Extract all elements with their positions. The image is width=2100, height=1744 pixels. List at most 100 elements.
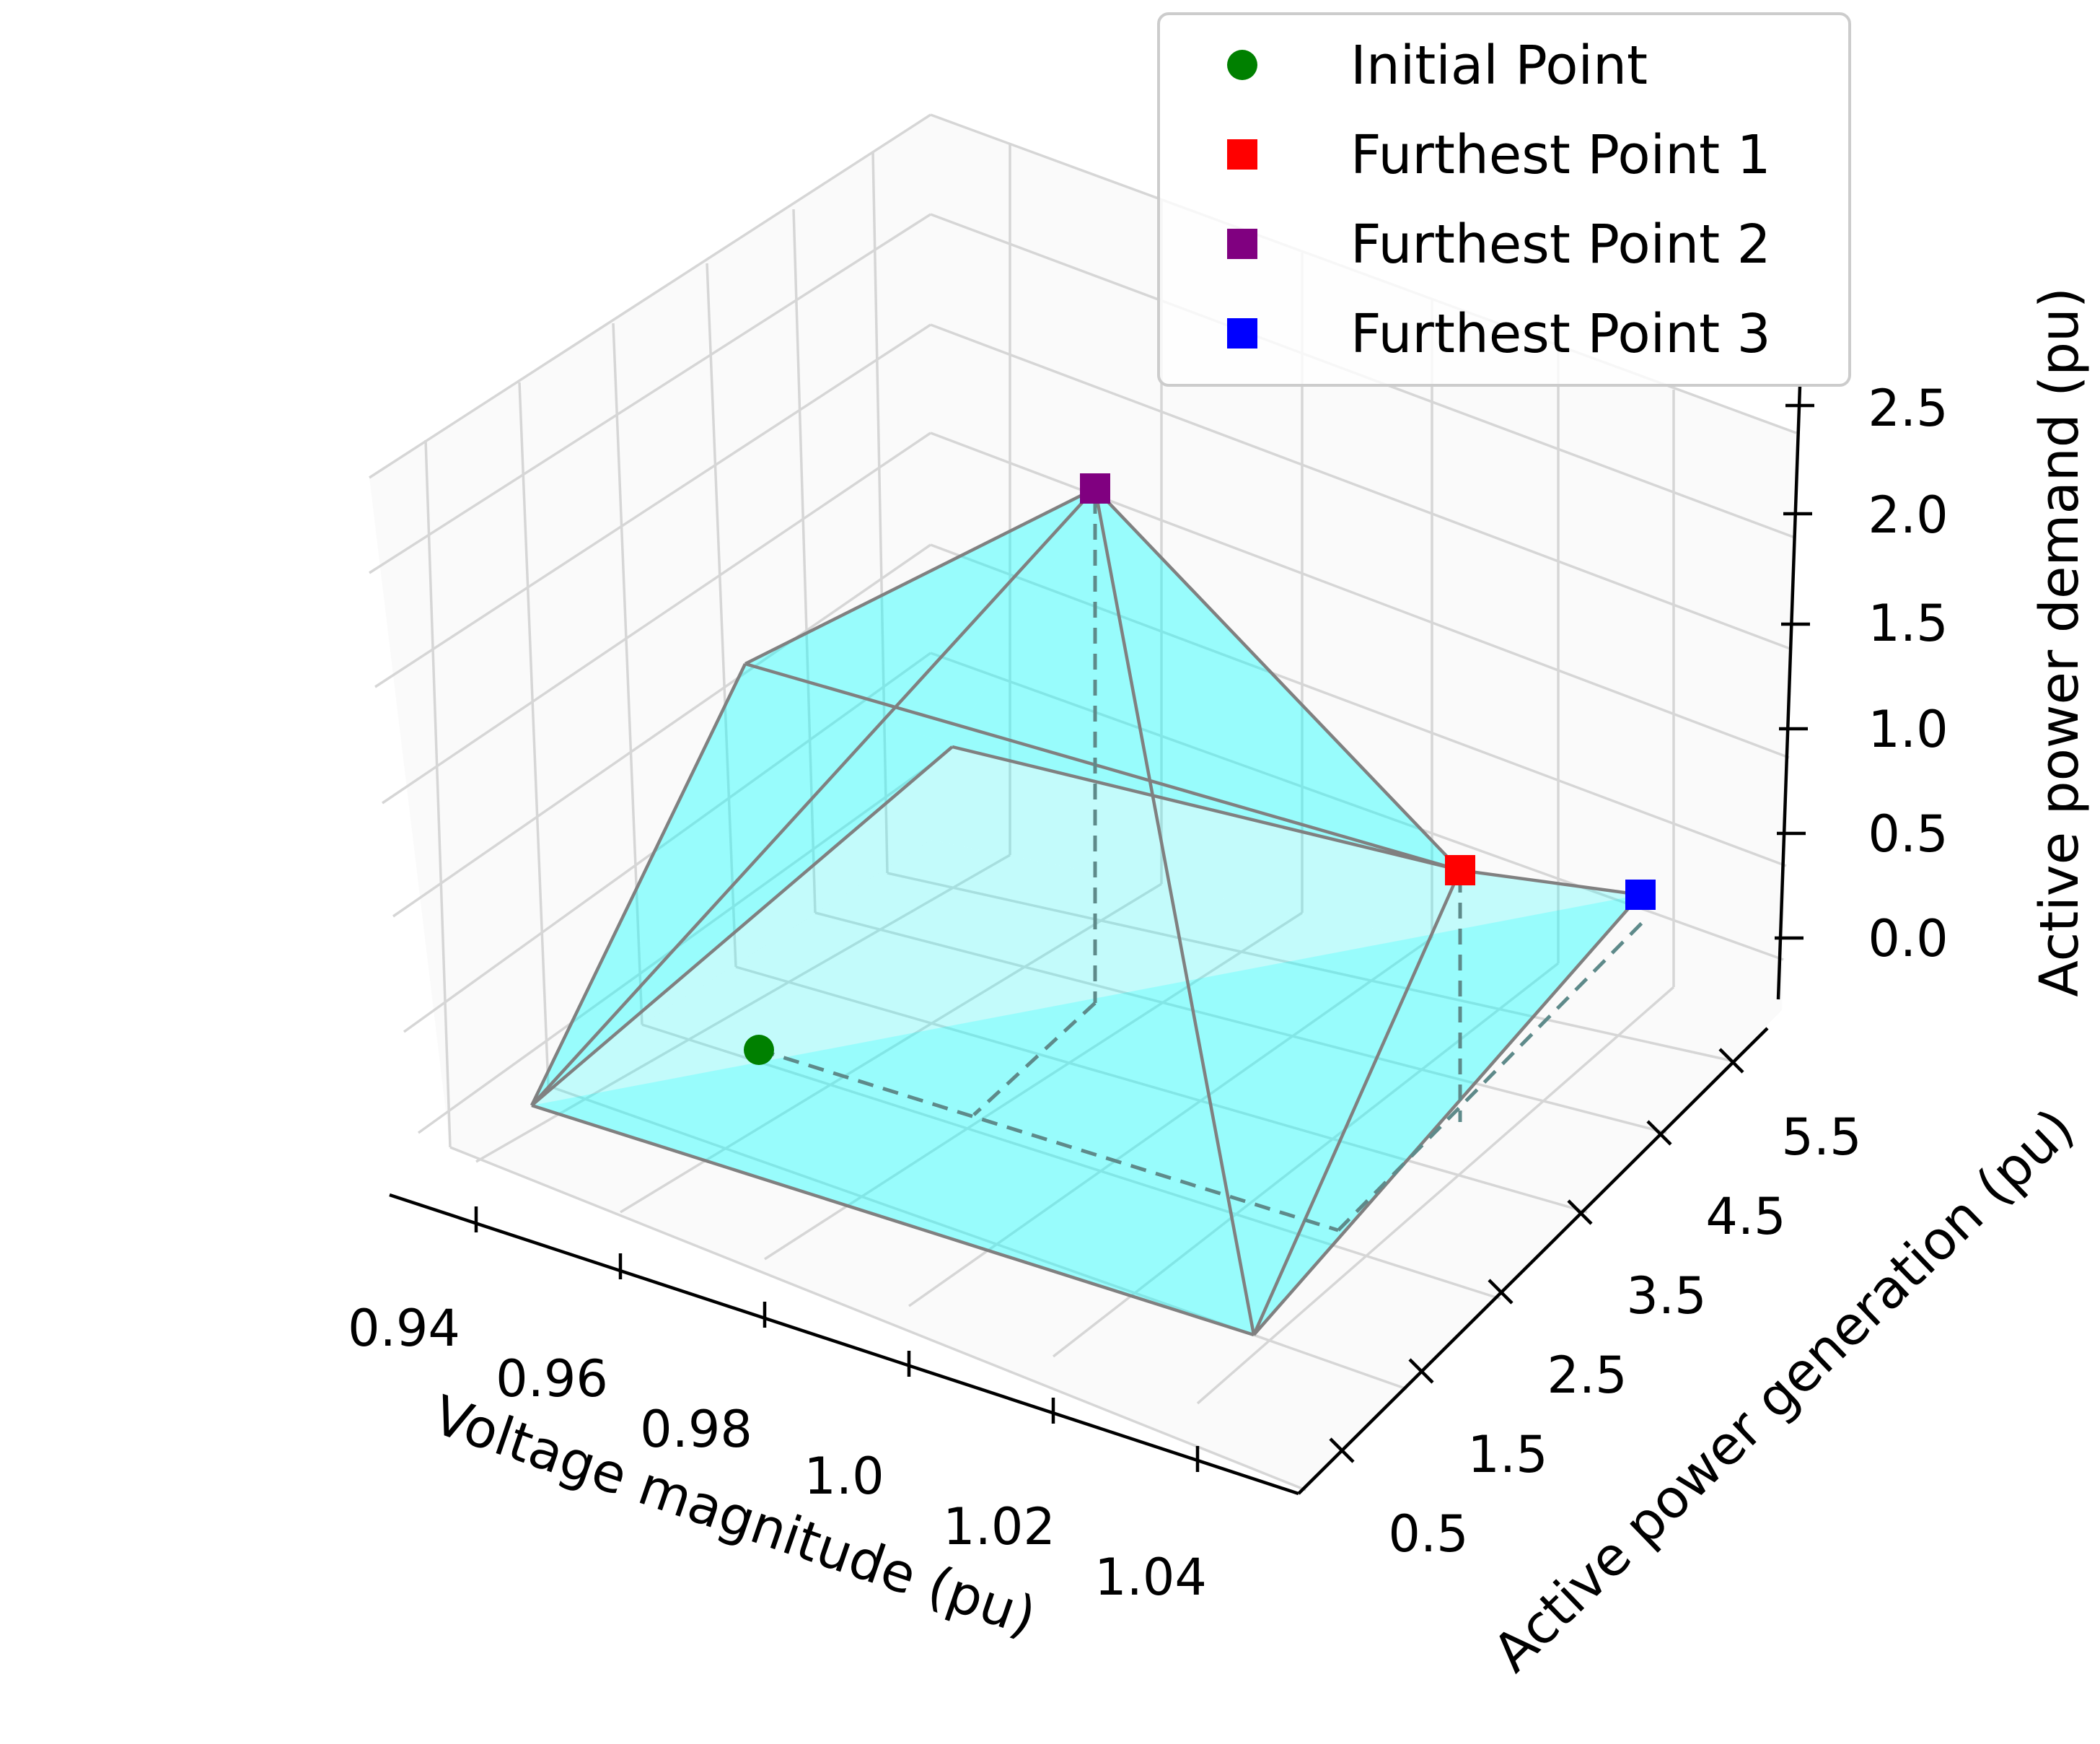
grid-line-left-v (518, 382, 550, 1087)
grid-line-floor-y (475, 854, 1011, 1163)
grid-line-floor-y (1196, 986, 1675, 1405)
y-tick-label: 2.5 (1547, 1346, 1627, 1405)
grid-line-floor-x (548, 1084, 1407, 1390)
z-tick-label: 2.5 (1868, 379, 1948, 438)
z-tick-label: 0.5 (1868, 805, 1948, 864)
legend: Initial Point Furthest Point 1 Furthest Po… (1157, 12, 1851, 387)
grid-line-floor-y (908, 937, 1433, 1307)
axis-lines (389, 385, 1802, 1496)
legend-marker-square (1227, 229, 1257, 259)
z-tick-label: 2.0 (1868, 486, 1948, 545)
grid-line-floor-x (814, 911, 1667, 1134)
y-tick (1646, 1120, 1672, 1146)
grid-line-left-v (424, 439, 452, 1148)
grid-line-back-h (930, 431, 1790, 759)
y-tick (1567, 1199, 1593, 1225)
hull-edge (530, 745, 954, 1107)
x-tick-label: 0.98 (640, 1400, 752, 1459)
grid-line-back-h (930, 323, 1793, 651)
left-pane (369, 115, 931, 1147)
y-tick-label: 1.5 (1467, 1425, 1547, 1484)
projection-line (1337, 919, 1646, 1232)
legend-box (1157, 12, 1851, 387)
z-axis-label: Active power demand (pu) (2029, 287, 2091, 997)
back-pane (931, 115, 1796, 1010)
legend-label: Furthest Point 2 (1350, 214, 1771, 276)
grid-line-floor-x (449, 1146, 1306, 1491)
grid-line-left-h (382, 431, 931, 805)
x-tick-label: 1.02 (943, 1497, 1055, 1556)
z-tick-label: 1.0 (1868, 700, 1948, 759)
grid-line-left-h (374, 323, 931, 688)
y-tick-label: 4.5 (1705, 1187, 1785, 1246)
grid-line-floor-x (735, 965, 1588, 1214)
hull-edge (1252, 869, 1462, 1336)
grid-line-floor-y (764, 911, 1303, 1261)
legend-marker-square (1227, 318, 1257, 349)
hull-face (532, 895, 1640, 1335)
hull-face (1254, 870, 1640, 1335)
projection-line (758, 1048, 1339, 1232)
hull-edge (1459, 868, 1641, 897)
y-tick-label: 3.5 (1626, 1266, 1706, 1325)
x-tick-label: 1.04 (1094, 1548, 1207, 1607)
hull-edge (1094, 487, 1462, 872)
x-tick-label: 0.94 (348, 1299, 460, 1358)
x-tick-label: 1.0 (804, 1447, 884, 1506)
furthest-point-marker (1080, 473, 1110, 504)
hull-face (532, 488, 1254, 1335)
z-tick-label: 1.5 (1868, 594, 1948, 653)
legend-marker-square (1227, 139, 1257, 170)
grid-line-floor-x (641, 1023, 1501, 1300)
hull-edge (530, 487, 1097, 1107)
legend-marker-circle (1227, 50, 1257, 80)
y-axis-line (1297, 1027, 1769, 1495)
legend-items: Initial Point Furthest Point 1 Furthest Po… (1227, 35, 1771, 365)
hull-face (745, 488, 1095, 747)
grid-line-left-h (392, 543, 931, 918)
y-tick (1488, 1279, 1514, 1305)
hull-surface (530, 486, 1642, 1337)
grid-line-left-h (369, 213, 931, 574)
tick-labels: 0.940.960.981.01.021.040.51.52.53.54.55.… (348, 379, 1949, 1607)
pane-group (369, 115, 1796, 1490)
hull-edge (1252, 893, 1642, 1336)
y-tick (1329, 1437, 1355, 1463)
x-axis-line (389, 1193, 1299, 1496)
hull-edge (744, 662, 1461, 872)
hull-edge (1093, 488, 1256, 1336)
grid-line-left-v (612, 323, 643, 1025)
grid-line-left-v (706, 263, 737, 968)
grid-line-floor-x (887, 872, 1732, 1062)
axis-ticks (474, 403, 1814, 1472)
grid-line-floor-y (620, 882, 1162, 1214)
legend-label: Furthest Point 1 (1350, 124, 1771, 186)
projection-lines (758, 498, 1646, 1232)
initial-point-marker (744, 1035, 774, 1065)
y-tick (1718, 1048, 1744, 1074)
hull-face (1095, 488, 1460, 1335)
grid-line-back-h (930, 543, 1787, 867)
furthest-point-marker (1445, 855, 1475, 885)
hull-face (952, 488, 1460, 870)
y-tick (1408, 1358, 1434, 1384)
legend-label: Furthest Point 3 (1350, 303, 1771, 365)
grid-line-left-v (792, 209, 817, 913)
furthest-point-marker (1625, 880, 1656, 910)
data-points (744, 473, 1656, 1065)
hull-edge (531, 1103, 1255, 1337)
hull-face (532, 664, 952, 1105)
hull-edge (744, 486, 1097, 666)
grid-line-left-h (403, 652, 932, 1033)
legend-label: Initial Point (1350, 35, 1648, 97)
z-axis-line (1776, 385, 1802, 1000)
grid-line-floor-y (1052, 962, 1560, 1358)
hull-edge (952, 745, 1461, 872)
y-tick-label: 0.5 (1388, 1504, 1468, 1564)
y-tick-label: 5.5 (1781, 1108, 1861, 1167)
hull-edge (530, 663, 747, 1106)
z-tick-label: 0.0 (1868, 909, 1948, 968)
floor-pane (450, 840, 1782, 1490)
grid-line-left-h (369, 113, 931, 479)
